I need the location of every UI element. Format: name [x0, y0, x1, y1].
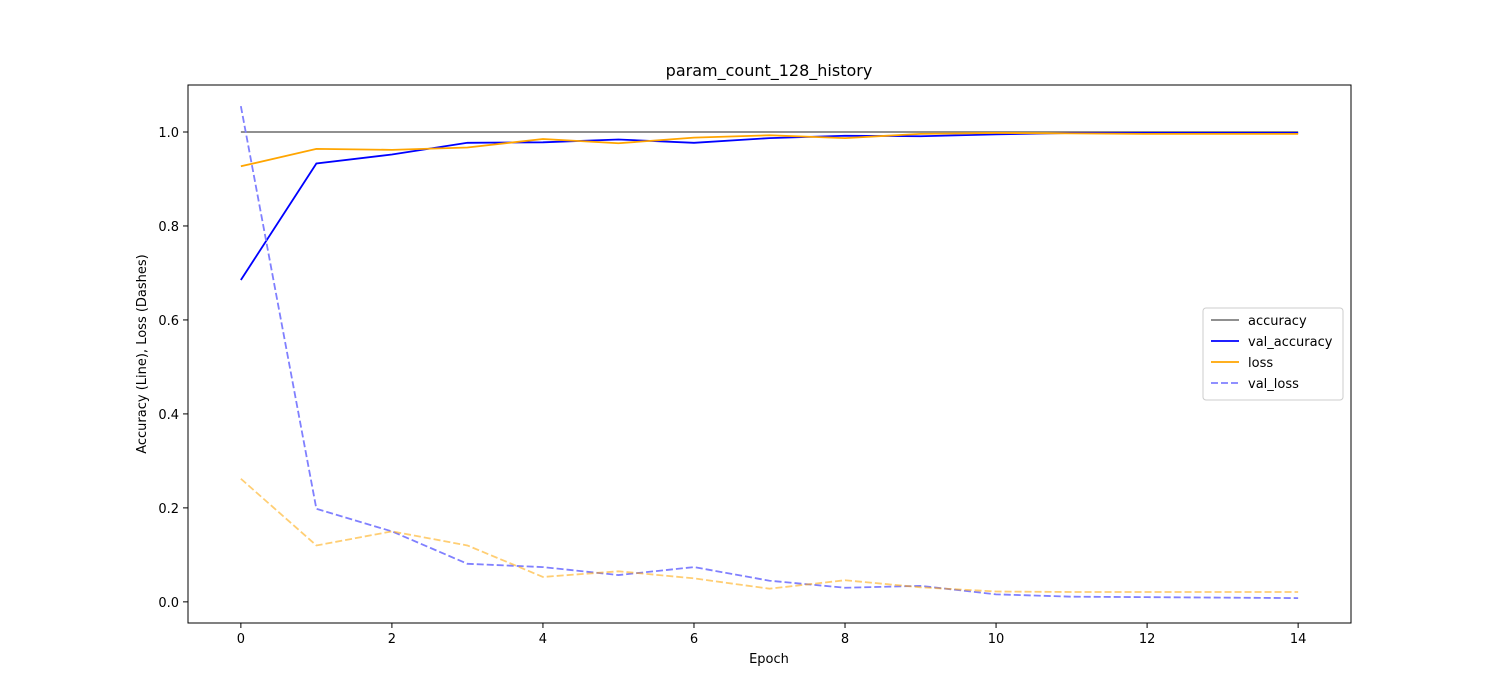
- y-tick-label: 1.0: [158, 126, 179, 141]
- chart-title: param_count_128_history: [666, 61, 873, 81]
- x-tick-label: 14: [1290, 632, 1307, 647]
- y-axis-label: Accuracy (Line), Loss (Dashes): [135, 254, 150, 454]
- legend-label-val-accuracy: val_accuracy: [1248, 335, 1333, 350]
- series-layer: [239, 105, 1299, 599]
- y-tick-label: 0.8: [158, 220, 179, 235]
- legend-label-accuracy: accuracy: [1248, 314, 1307, 329]
- legend-label-val-loss: val_loss: [1248, 377, 1299, 392]
- x-tick-label: 10: [988, 632, 1005, 647]
- x-axis-label: Epoch: [749, 652, 789, 667]
- legend-box: [1202, 307, 1344, 401]
- x-tick-label: 0: [237, 632, 245, 647]
- y-tick-label: 0.0: [158, 596, 179, 611]
- plot-frame: [187, 84, 1352, 624]
- x-tick-label: 8: [841, 632, 849, 647]
- x-tick-label: 12: [1139, 632, 1156, 647]
- y-tick-label: 0.4: [158, 408, 179, 423]
- x-tick-label: 2: [388, 632, 396, 647]
- x-tick-label: 6: [690, 632, 698, 647]
- series-line-dashed-4: [240, 478, 1299, 593]
- x-axis: 0 2 4 6 8 10 12 14: [237, 623, 1307, 647]
- x-tick-label: 4: [539, 632, 547, 647]
- legend-label-loss: loss: [1248, 356, 1273, 371]
- y-tick-label: 0.6: [158, 314, 179, 329]
- y-axis: 0.0 0.2 0.4 0.6 0.8 1.0: [158, 126, 188, 611]
- y-tick-label: 0.2: [158, 502, 179, 517]
- series-line-val-loss: [239, 105, 1299, 599]
- plot-area: [188, 85, 1351, 623]
- series-line-loss: [240, 132, 1299, 168]
